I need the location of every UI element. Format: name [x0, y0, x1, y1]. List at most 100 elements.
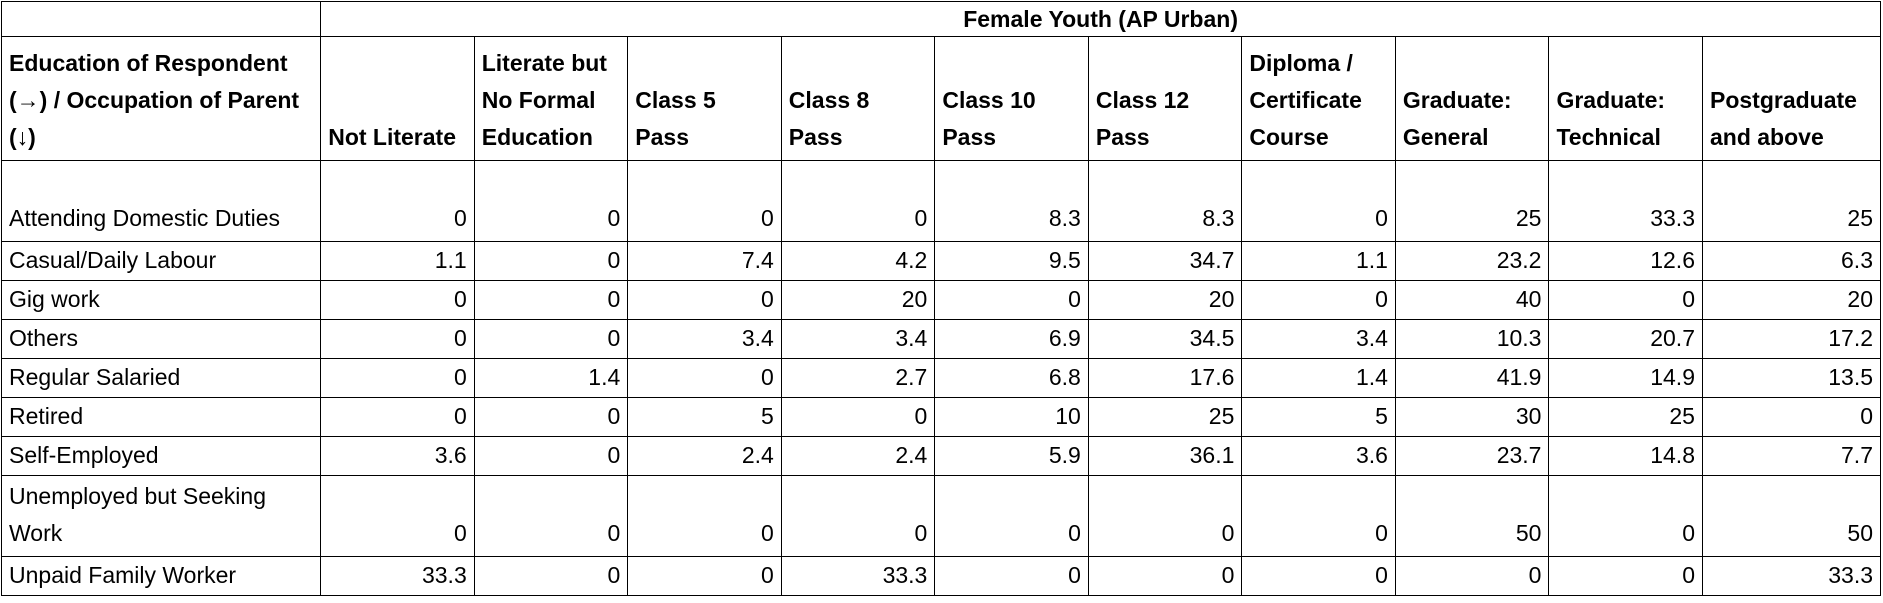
table-cell: 0 [1087, 556, 1243, 596]
table-cell: 0 [473, 397, 629, 437]
table-cell: 0 [473, 436, 629, 476]
table-cell: 0 [934, 556, 1089, 596]
row-label: Others [0, 319, 322, 359]
row-label: Casual/Daily Labour [0, 241, 322, 281]
table-row: Gig work 0 0 0 20 0 20 0 40 0 20 [0, 280, 1882, 320]
table-cell: 1.1 [320, 241, 475, 281]
table-cell: 23.7 [1394, 436, 1550, 476]
table-cell: 0 [320, 160, 475, 242]
group-header: Female Youth (AP Urban) [320, 1, 1881, 37]
table-row: Retired 0 0 5 0 10 25 5 30 25 0 [0, 397, 1882, 437]
table-cell: 0 [473, 556, 629, 596]
table-cell: 33.3 [1701, 556, 1882, 596]
table-cell: 3.4 [1241, 319, 1396, 359]
table-cell: 40 [1394, 280, 1550, 320]
table-cell: 0 [1241, 475, 1396, 557]
table-cell: 0 [1548, 475, 1703, 557]
table-cell: 7.7 [1701, 436, 1882, 476]
table-cell: 0 [320, 319, 475, 359]
table-cell: 17.6 [1087, 358, 1243, 398]
table-row: Self-Employed 3.6 0 2.4 2.4 5.9 36.1 3.6… [0, 436, 1882, 476]
table-row: Attending Domestic Duties 0 0 0 0 8.3 8.… [0, 160, 1882, 242]
table-cell: 6.9 [934, 319, 1089, 359]
table-cell: 0 [1701, 397, 1882, 437]
table-cell: 8.3 [934, 160, 1089, 242]
table-cell: 5.9 [934, 436, 1089, 476]
table-cell: 1.4 [1241, 358, 1396, 398]
column-header-row: Education of Respondent (→) / Occupation… [0, 36, 1882, 161]
table-cell: 5 [1241, 397, 1396, 437]
table-cell: 0 [627, 556, 782, 596]
table-cell: 5 [627, 397, 782, 437]
table-cell: 0 [473, 241, 629, 281]
row-label: Regular Salaried [0, 358, 322, 398]
row-label: Gig work [0, 280, 322, 320]
table-cell: 14.8 [1548, 436, 1703, 476]
table-cell: 0 [1548, 280, 1703, 320]
row-label: Unemployed but Seeking Work [0, 475, 322, 557]
table-cell: 8.3 [1087, 160, 1243, 242]
table-cell: 13.5 [1701, 358, 1882, 398]
table-cell: 10.3 [1394, 319, 1550, 359]
table-cell: 0 [320, 475, 475, 557]
table-cell: 7.4 [627, 241, 782, 281]
table-cell: 6.8 [934, 358, 1089, 398]
table-cell: 3.4 [627, 319, 782, 359]
table-cell: 50 [1701, 475, 1882, 557]
table-cell: 0 [627, 160, 782, 242]
table-row: Casual/Daily Labour 1.1 0 7.4 4.2 9.5 34… [0, 241, 1882, 281]
table-cell: 0 [1241, 160, 1396, 242]
table-cell: 0 [780, 475, 936, 557]
table-cell: 23.2 [1394, 241, 1550, 281]
table-row: Unpaid Family Worker 33.3 0 0 33.3 0 0 0… [0, 556, 1882, 596]
column-header: Graduate: Technical [1548, 36, 1703, 161]
row-label: Self-Employed [0, 436, 322, 476]
row-label: Attending Domestic Duties [0, 160, 322, 242]
table-cell: 0 [1087, 475, 1243, 557]
column-header: Postgraduate and above [1701, 36, 1882, 161]
corner-header: Education of Respondent (→) / Occupation… [0, 36, 322, 161]
table-cell: 0 [473, 160, 629, 242]
table-cell: 0 [627, 280, 782, 320]
table-cell: 9.5 [934, 241, 1089, 281]
table-cell: 20.7 [1548, 319, 1703, 359]
table-cell: 2.7 [780, 358, 936, 398]
table-cell: 3.4 [780, 319, 936, 359]
row-label: Retired [0, 397, 322, 437]
column-header: Class 12 Pass [1087, 36, 1243, 161]
table-cell: 6.3 [1701, 241, 1882, 281]
table-cell: 20 [780, 280, 936, 320]
table-cell: 0 [627, 358, 782, 398]
table-cell: 4.2 [780, 241, 936, 281]
table-cell: 25 [1548, 397, 1703, 437]
table-cell: 3.6 [320, 436, 475, 476]
table-cell: 1.1 [1241, 241, 1396, 281]
column-header: Graduate: General [1394, 36, 1550, 161]
table-cell: 36.1 [1087, 436, 1243, 476]
table-cell: 34.5 [1087, 319, 1243, 359]
title-row: Female Youth (AP Urban) [0, 1, 1881, 37]
table-row: Regular Salaried 0 1.4 0 2.7 6.8 17.6 1.… [0, 358, 1882, 398]
table-cell: 33.3 [320, 556, 475, 596]
table-cell: 50 [1394, 475, 1550, 557]
table-cell: 33.3 [780, 556, 936, 596]
table-cell: 33.3 [1548, 160, 1703, 242]
column-header: Diploma / Certificate Course [1241, 36, 1396, 161]
table-cell: 0 [934, 280, 1089, 320]
table-cell: 34.7 [1087, 241, 1243, 281]
table-cell: 0 [1548, 556, 1703, 596]
table-cell: 14.9 [1548, 358, 1703, 398]
table-cell: 0 [320, 280, 475, 320]
table-cell: 0 [1241, 556, 1396, 596]
column-header: Not Literate [320, 36, 475, 161]
table-cell: 3.6 [1241, 436, 1396, 476]
table-cell: 2.4 [627, 436, 782, 476]
table-cell: 30 [1394, 397, 1550, 437]
table-cell: 0 [780, 397, 936, 437]
column-header: Class 10 Pass [934, 36, 1089, 161]
table-cell: 12.6 [1548, 241, 1703, 281]
table-cell: 0 [473, 475, 629, 557]
table-row: Unemployed but Seeking Work 0 0 0 0 0 0 … [0, 475, 1882, 557]
table-cell: 20 [1087, 280, 1243, 320]
table-cell: 0 [473, 280, 629, 320]
